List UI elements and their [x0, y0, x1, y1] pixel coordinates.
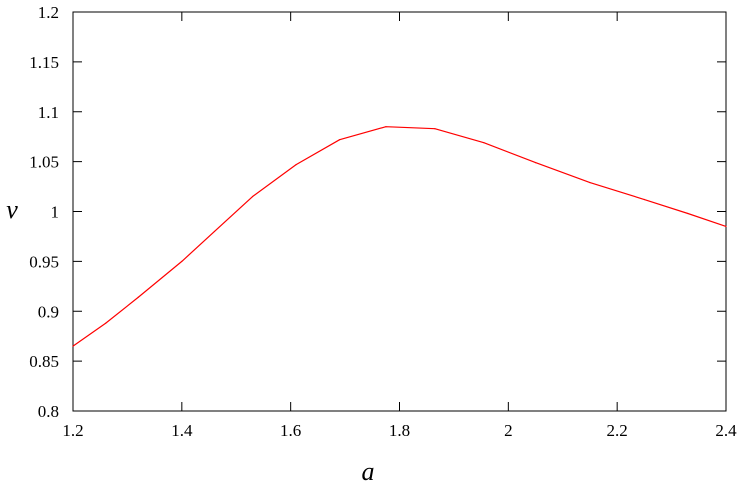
data-point: [725, 225, 727, 228]
y-tick-label: 1.2: [38, 3, 59, 22]
y-axis-label: ν: [6, 195, 18, 224]
y-tick-label: 1.15: [29, 53, 59, 72]
y-tick-label: 0.9: [38, 302, 59, 321]
data-point: [295, 164, 297, 166]
data-point: [251, 195, 254, 198]
data-point: [643, 198, 645, 201]
x-tick-label: 1.8: [389, 421, 410, 440]
data-point: [213, 230, 216, 233]
y-tick-label: 1.05: [29, 153, 59, 172]
x-axis-label: a: [362, 457, 375, 486]
data-point: [385, 126, 387, 128]
data-point: [483, 142, 485, 144]
x-tick-label: 1.6: [280, 421, 301, 440]
ticks-layer: 1.2 1.4 1.6 1.8 2 2.2 2.4 0.8 0.85 0.9 0.95 1 1.05 1.…: [29, 3, 737, 440]
data-point: [105, 322, 107, 324]
series-layer: [72, 126, 727, 347]
data-point: [434, 128, 436, 130]
data-point: [589, 181, 591, 184]
data-point: [534, 162, 537, 164]
data-point: [137, 296, 139, 298]
plot-frame: [72, 11, 727, 412]
x-tick-label: 2.4: [715, 421, 737, 440]
data-point: [181, 260, 183, 262]
x-tick-label: 1.4: [171, 421, 193, 440]
y-tick-label: 0.85: [29, 352, 59, 371]
x-tick-label: 2: [504, 421, 513, 440]
data-point: [72, 345, 74, 347]
series-line: [72, 126, 727, 347]
data-point: [687, 212, 689, 215]
y-tick-label: 1: [51, 203, 60, 222]
x-tick-label: 2.2: [607, 421, 628, 440]
y-tick-label: 1.1: [38, 103, 59, 122]
x-tick-label: 1.2: [62, 421, 83, 440]
y-tick-label: 0.8: [38, 402, 59, 421]
y-tick-label: 0.95: [29, 252, 59, 271]
data-point: [339, 139, 341, 141]
